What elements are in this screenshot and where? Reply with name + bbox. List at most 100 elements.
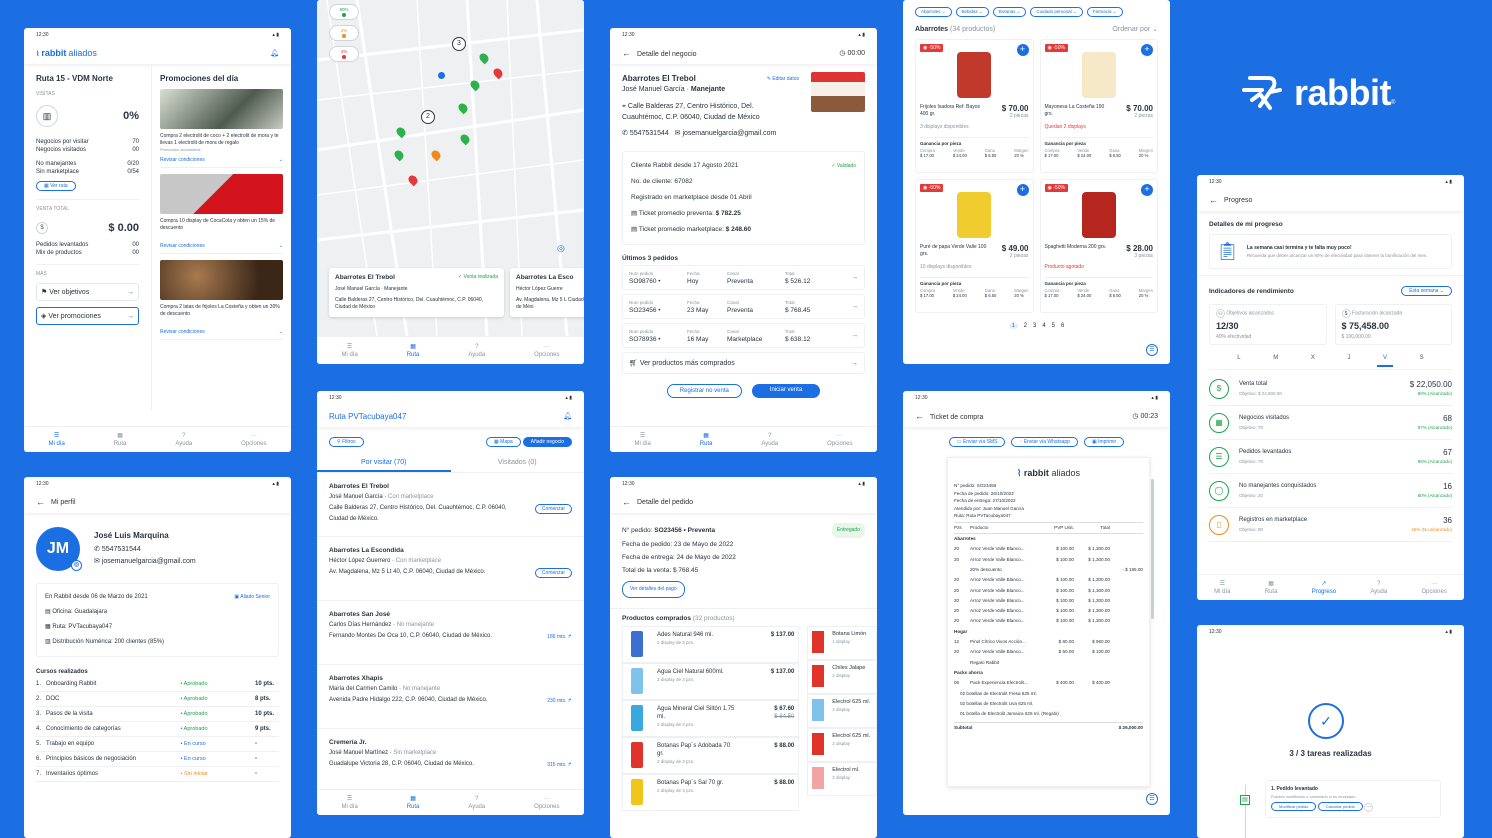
nav-ruta[interactable]: ▦ Ruta (406, 343, 420, 358)
review-conditions-link[interactable]: Revisar condiciones ⌄ (160, 329, 283, 335)
nav-ruta[interactable]: ▦ Ruta (406, 795, 420, 810)
nav-mi-dia[interactable]: ☰ Mi día (48, 432, 65, 447)
start-visit-button[interactable]: Comenzar (534, 568, 572, 578)
back-icon[interactable]: ← (622, 48, 631, 58)
back-icon[interactable]: ← (915, 411, 924, 421)
ver-objetivos-button[interactable]: ⚑ Ver objetivos → (36, 283, 139, 301)
back-icon[interactable]: ← (622, 497, 631, 507)
ver-ruta-button[interactable]: ▦ Ver ruta (36, 181, 76, 191)
order-row[interactable]: Num pedido SO78936 • Fecha 16 May Canal Marke… (622, 323, 865, 348)
nav-mi-dia[interactable]: ☰ Mi día (341, 795, 358, 810)
modify-order-button[interactable]: Modificar pedido (1271, 802, 1317, 811)
nav-ruta[interactable]: ▦ Ruta (1264, 580, 1278, 595)
map-button[interactable]: ▦ Mapa (486, 437, 521, 447)
list-item[interactable]: Abarrotes El Trebol José Manuel García · … (317, 473, 584, 537)
order-row[interactable]: Num pedido SO98760 • Fecha Hoy Canal Preventa… (622, 265, 865, 290)
add-to-cart-button[interactable]: + (1016, 44, 1029, 56)
map-filter-chip[interactable]: 80% (329, 4, 359, 20)
ver-promociones-button[interactable]: ◈ Ver promociones → (36, 307, 139, 325)
product-row[interactable]: Botanas Pap´s Adobada 70 gr. 2 display de… (622, 737, 800, 774)
product-row[interactable]: Botana Limón 1 display (807, 626, 877, 660)
start-visit-button[interactable]: Comenzar (534, 504, 572, 514)
day-tab[interactable]: V (1377, 355, 1394, 367)
nav-ayuda[interactable]: ? Ayuda (1370, 580, 1388, 595)
promo-card[interactable]: Compra 2 electrolit de coco + 2 electrol… (160, 89, 283, 168)
filters-button[interactable]: ⚲ Filtros (329, 437, 364, 447)
period-select[interactable]: Esta semana ⌄ (1401, 286, 1452, 296)
category-chip[interactable]: Cuidado personal ⌄ (1030, 7, 1083, 17)
nav-mi-dia[interactable]: ☰ Mi día (341, 343, 358, 358)
business-card[interactable]: Abarrotes La Esco Héctor López Guerre Av. … (510, 268, 584, 317)
add-to-cart-button[interactable]: + (1016, 184, 1029, 196)
page-link[interactable]: 2 (1023, 323, 1027, 329)
tab-por-visitar[interactable]: Por visitar (70) (317, 455, 451, 472)
product-row[interactable]: Chiles Jalape 2 display (807, 660, 877, 694)
category-chip[interactable]: Abarrotes ⌄ (915, 7, 952, 17)
menu-fab-icon[interactable]: ☰ (1146, 344, 1158, 356)
nav-opciones[interactable]: ··· Opciones (534, 343, 560, 358)
register-no-sale-button[interactable]: Registrar no venta (666, 384, 742, 398)
bell-icon[interactable]: 🔔︎ (563, 413, 572, 420)
cluster-marker[interactable]: 3 (452, 37, 466, 51)
product-row[interactable]: Electrol 625 ml. 2 display (807, 728, 877, 762)
distance-label[interactable]: 186 mts. ↱ (547, 634, 572, 640)
metric-row[interactable]: ☰ Pedidos levantados Objetivo: 70 67 95% (Al… (1209, 440, 1452, 474)
payment-details-button[interactable]: Ver detalles del pago (622, 581, 685, 598)
camera-icon[interactable]: ◎ (71, 560, 82, 571)
page-link[interactable]: 4 (1042, 323, 1046, 329)
product-row[interactable]: Electrol 625 ml. 2 display (807, 694, 877, 728)
start-sale-button[interactable]: Iniciar venta (751, 384, 821, 398)
product-row[interactable]: Agua Mineral Ciel Siltón 1.75 ml. 2 displ… (622, 700, 800, 737)
distance-label[interactable]: 230 mts. ↱ (547, 698, 572, 704)
metric-row[interactable]: $ Venta total Objetivo: $ 24,500.00 $ 22,05… (1209, 372, 1452, 406)
category-chip[interactable]: Farmacia ⌄ (1086, 7, 1123, 17)
metric-row[interactable]: ▦ Negocios visitados Objetivo: 70 68 97% (Al… (1209, 406, 1452, 440)
course-row[interactable]: 4. Conocimiento de categorías • Aprobado 9 … (36, 722, 279, 737)
ticket-scrollbar[interactable] (1151, 479, 1154, 619)
back-icon[interactable]: ← (1209, 195, 1218, 205)
add-business-button[interactable]: Añadir negocio (522, 437, 572, 447)
menu-fab-icon[interactable]: ☰ (1146, 793, 1158, 805)
course-row[interactable]: 6. Principios básicos de negociación • En … (36, 752, 279, 767)
nav-opciones[interactable]: ··· Opciones (241, 432, 267, 447)
back-icon[interactable]: ← (36, 497, 45, 507)
list-item[interactable]: Cremería Jr. José Manuel Martínez · Sin m… (317, 729, 584, 793)
product-row[interactable]: Agua Ciel Natural 600ml. 2 display de 3 p… (622, 663, 800, 700)
nav-progreso[interactable]: ↗ Progreso (1311, 580, 1337, 595)
add-to-cart-button[interactable]: + (1141, 184, 1153, 196)
metric-row[interactable]: ▯ Registros en marketplace Objetivo: 80 36 4… (1209, 508, 1452, 542)
day-tab[interactable]: X (1310, 355, 1315, 361)
edit-data-link[interactable]: ✎ Editar datos (766, 75, 799, 82)
product-card[interactable]: ◉ -50% + Frijoles Isadora Ref. Bayos 400 g… (915, 39, 1034, 173)
add-to-cart-button[interactable]: + (1141, 44, 1153, 56)
page-link[interactable]: 3 (1032, 323, 1037, 329)
review-conditions-link[interactable]: Revisar condiciones ⌄ (160, 157, 283, 163)
nav-ayuda[interactable]: ? Ayuda (761, 432, 779, 447)
bell-icon[interactable]: 🔔︎ (270, 50, 279, 57)
top-products-button[interactable]: 🛒︎ Ver productos más comprados → (622, 352, 865, 374)
tab-visitados[interactable]: Visitados (0) (497, 459, 537, 466)
nav-opciones[interactable]: ··· Opciones (534, 795, 560, 810)
send-whatsapp-button[interactable]: ◌ Enviar vía Whatsapp (1011, 437, 1078, 447)
course-row[interactable]: 7. Inventarios óptimos • Sin iniciar - (36, 767, 279, 782)
course-row[interactable]: 5. Trabajo en equipo • En curso - (36, 737, 279, 752)
cluster-marker[interactable]: 2 (421, 110, 435, 124)
metric-row[interactable]: ◯ No manejantes conquistados Objetivo: 20 1… (1209, 474, 1452, 508)
review-conditions-link[interactable]: Revisar condiciones ⌄ (160, 243, 283, 249)
course-row[interactable]: 3. Pasos de la visita • Aprobado 10 pts. (36, 707, 279, 722)
course-row[interactable]: 1. Onboarding Rabbit • Aprobado 10 pts. (36, 677, 279, 692)
product-card[interactable]: ◉ -50% + Puré de papa Verde Valle 100 grs.… (915, 179, 1034, 313)
nav-ruta[interactable]: ▦ Ruta (113, 432, 127, 447)
promo-card[interactable]: Compra 10 display de CocaCola y obten un… (160, 174, 283, 254)
product-row[interactable]: Electrol ml. 2 display (807, 762, 877, 796)
category-chip[interactable]: Botanas ⌄ (992, 7, 1027, 17)
business-card[interactable]: Abarrotes El Trebol ✓ Venta realizada José… (329, 268, 504, 317)
order-row[interactable]: Num pedido SO23456 • Fecha 23 May Canal Preve… (622, 294, 865, 319)
cancel-order-button[interactable]: Cancelar pedido (1317, 802, 1363, 811)
day-tab[interactable]: M (1273, 355, 1279, 361)
nav-ayuda[interactable]: ? Ayuda (468, 343, 486, 358)
print-button[interactable]: ▣ Imprimir (1083, 437, 1125, 447)
map-canvas[interactable]: 80% 2% 4% 3 2 ◎ Abarrotes El Trebol ✓ Venta… (317, 0, 584, 336)
page-link[interactable]: 1 (1008, 323, 1018, 329)
product-row[interactable]: Botanas Pap´s Sal 70 gr. 2 display de 3 p… (622, 774, 800, 811)
